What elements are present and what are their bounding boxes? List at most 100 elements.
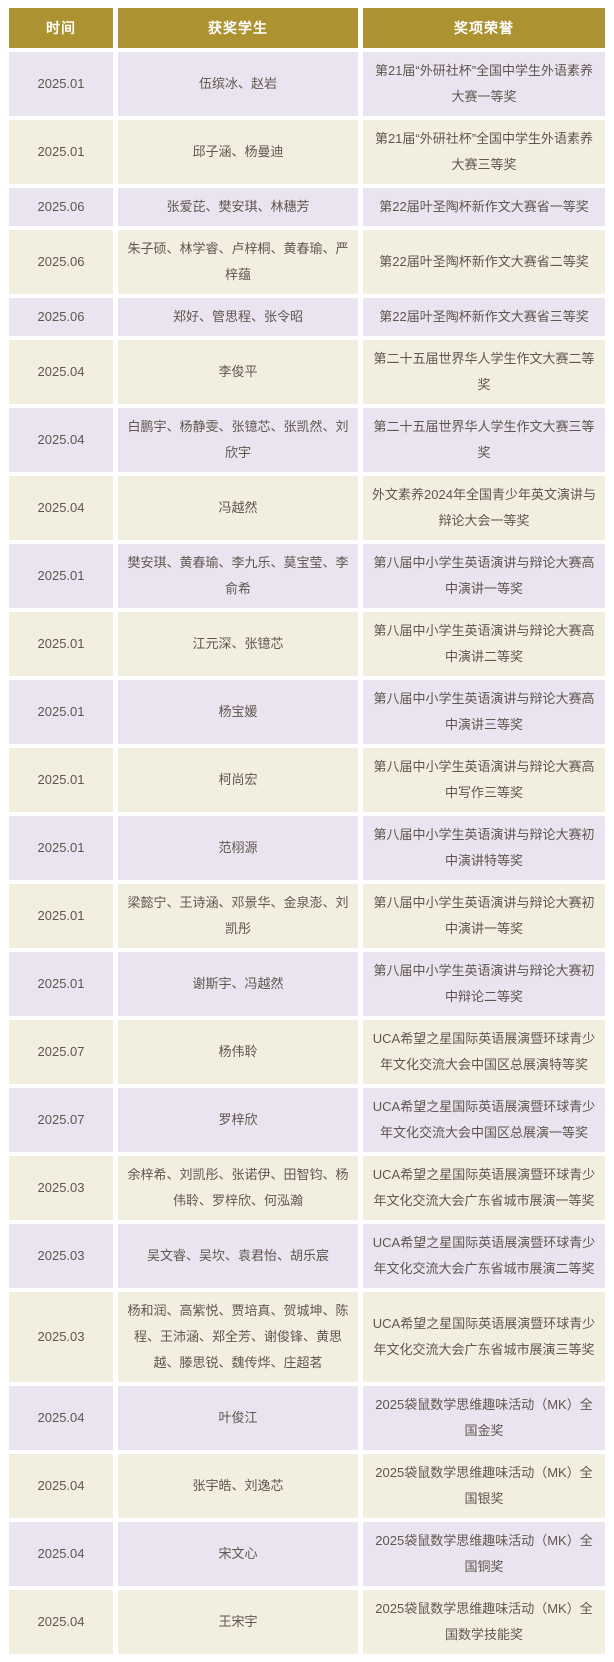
award-cell: 第八届中小学生英语演讲与辩论大赛初中辩论二等奖 bbox=[363, 952, 605, 1016]
table-row: 2025.01 梁懿宁、王诗涵、邓景华、金泉澎、刘凯彤 第八届中小学生英语演讲与辩论… bbox=[9, 884, 605, 948]
students-cell: 叶俊江 bbox=[118, 1386, 358, 1450]
award-cell: 第八届中小学生英语演讲与辩论大赛初中演讲特等奖 bbox=[363, 816, 605, 880]
students-cell: 郑好、管思程、张令昭 bbox=[118, 298, 358, 336]
table-row: 2025.01 樊安琪、黄春瑜、李九乐、莫宝莹、李俞希 第八届中小学生英语演讲与辩论… bbox=[9, 544, 605, 608]
award-cell: 第八届中小学生英语演讲与辩论大赛初中演讲一等奖 bbox=[363, 884, 605, 948]
students-cell: 白鹏宇、杨静雯、张镱芯、张凯然、刘欣宇 bbox=[118, 408, 358, 472]
date-cell: 2025.06 bbox=[9, 230, 113, 294]
awards-table-body: 2025.01 伍缤冰、赵岩 第21届“外研社杯”全国中学生外语素养大赛一等奖 202… bbox=[9, 52, 605, 1654]
award-cell: UCA希望之星国际英语展演暨环球青少年文化交流大会广东省城市展演三等奖 bbox=[363, 1292, 605, 1382]
award-cell: 第21届“外研社杯”全国中学生外语素养大赛一等奖 bbox=[363, 52, 605, 116]
award-cell: 第二十五届世界华人学生作文大赛二等奖 bbox=[363, 340, 605, 404]
students-cell: 江元深、张镱芯 bbox=[118, 612, 358, 676]
table-row: 2025.03 余梓希、刘凯彤、张诺伊、田智钧、杨伟聆、罗梓欣、何泓瀚 UCA希望之… bbox=[9, 1156, 605, 1220]
table-row: 2025.01 杨宝媛 第八届中小学生英语演讲与辩论大赛高中演讲三等奖 bbox=[9, 680, 605, 744]
table-row: 2025.06 张爱芘、樊安琪、林穗芳 第22届叶圣陶杯新作文大赛省一等奖 bbox=[9, 188, 605, 226]
students-cell: 罗梓欣 bbox=[118, 1088, 358, 1152]
award-cell: 第22届叶圣陶杯新作文大赛省三等奖 bbox=[363, 298, 605, 336]
award-cell: 第八届中小学生英语演讲与辩论大赛高中演讲一等奖 bbox=[363, 544, 605, 608]
students-cell: 王宋宇 bbox=[118, 1590, 358, 1654]
date-cell: 2025.06 bbox=[9, 298, 113, 336]
students-cell: 张爱芘、樊安琪、林穗芳 bbox=[118, 188, 358, 226]
award-cell: 第二十五届世界华人学生作文大赛三等奖 bbox=[363, 408, 605, 472]
date-cell: 2025.03 bbox=[9, 1292, 113, 1382]
students-cell: 谢斯宇、冯越然 bbox=[118, 952, 358, 1016]
date-cell: 2025.01 bbox=[9, 120, 113, 184]
table-row: 2025.06 郑好、管思程、张令昭 第22届叶圣陶杯新作文大赛省三等奖 bbox=[9, 298, 605, 336]
date-cell: 2025.03 bbox=[9, 1224, 113, 1288]
students-cell: 李俊平 bbox=[118, 340, 358, 404]
date-cell: 2025.01 bbox=[9, 748, 113, 812]
date-cell: 2025.04 bbox=[9, 1590, 113, 1654]
date-cell: 2025.04 bbox=[9, 408, 113, 472]
students-cell: 梁懿宁、王诗涵、邓景华、金泉澎、刘凯彤 bbox=[118, 884, 358, 948]
date-cell: 2025.01 bbox=[9, 816, 113, 880]
date-cell: 2025.01 bbox=[9, 612, 113, 676]
table-row: 2025.01 范栩源 第八届中小学生英语演讲与辩论大赛初中演讲特等奖 bbox=[9, 816, 605, 880]
students-cell: 杨伟聆 bbox=[118, 1020, 358, 1084]
table-row: 2025.07 杨伟聆 UCA希望之星国际英语展演暨环球青少年文化交流大会中国区总展… bbox=[9, 1020, 605, 1084]
table-row: 2025.04 王宋宇 2025袋鼠数学思维趣味活动（MK）全国数学技能奖 bbox=[9, 1590, 605, 1654]
date-cell: 2025.03 bbox=[9, 1156, 113, 1220]
table-row: 2025.03 吴文睿、吴坎、袁君怡、胡乐宸 UCA希望之星国际英语展演暨环球青少年… bbox=[9, 1224, 605, 1288]
award-cell: 第八届中小学生英语演讲与辩论大赛高中写作三等奖 bbox=[363, 748, 605, 812]
students-cell: 朱子硕、林学睿、卢梓桐、黄春瑜、严梓蕴 bbox=[118, 230, 358, 294]
students-cell: 张宇皓、刘逸芯 bbox=[118, 1454, 358, 1518]
table-row: 2025.01 邱子涵、杨曼迪 第21届“外研社杯”全国中学生外语素养大赛三等奖 bbox=[9, 120, 605, 184]
date-cell: 2025.07 bbox=[9, 1088, 113, 1152]
students-cell: 邱子涵、杨曼迪 bbox=[118, 120, 358, 184]
table-row: 2025.04 李俊平 第二十五届世界华人学生作文大赛二等奖 bbox=[9, 340, 605, 404]
header-awards: 奖项荣誉 bbox=[363, 8, 605, 48]
table-row: 2025.07 罗梓欣 UCA希望之星国际英语展演暨环球青少年文化交流大会中国区总展… bbox=[9, 1088, 605, 1152]
students-cell: 柯尚宏 bbox=[118, 748, 358, 812]
awards-table: 时间 获奖学生 奖项荣誉 2025.01 伍缤冰、赵岩 第21届“外研社杯”全国中学… bbox=[4, 4, 610, 1658]
date-cell: 2025.07 bbox=[9, 1020, 113, 1084]
date-cell: 2025.06 bbox=[9, 188, 113, 226]
table-row: 2025.04 宋文心 2025袋鼠数学思维趣味活动（MK）全国铜奖 bbox=[9, 1522, 605, 1586]
students-cell: 杨和润、高紫悦、贾培真、贺城坤、陈程、王沛涵、郑全芳、谢俊锋、黄思越、滕思锐、魏… bbox=[118, 1292, 358, 1382]
award-cell: 第八届中小学生英语演讲与辩论大赛高中演讲三等奖 bbox=[363, 680, 605, 744]
students-cell: 冯越然 bbox=[118, 476, 358, 540]
students-cell: 吴文睿、吴坎、袁君怡、胡乐宸 bbox=[118, 1224, 358, 1288]
table-row: 2025.01 柯尚宏 第八届中小学生英语演讲与辩论大赛高中写作三等奖 bbox=[9, 748, 605, 812]
date-cell: 2025.04 bbox=[9, 1386, 113, 1450]
table-row: 2025.04 叶俊江 2025袋鼠数学思维趣味活动（MK）全国金奖 bbox=[9, 1386, 605, 1450]
students-cell: 伍缤冰、赵岩 bbox=[118, 52, 358, 116]
date-cell: 2025.04 bbox=[9, 476, 113, 540]
table-header-row: 时间 获奖学生 奖项荣誉 bbox=[9, 8, 605, 48]
award-cell: UCA希望之星国际英语展演暨环球青少年文化交流大会广东省城市展演二等奖 bbox=[363, 1224, 605, 1288]
students-cell: 范栩源 bbox=[118, 816, 358, 880]
award-cell: 2025袋鼠数学思维趣味活动（MK）全国数学技能奖 bbox=[363, 1590, 605, 1654]
award-cell: 2025袋鼠数学思维趣味活动（MK）全国金奖 bbox=[363, 1386, 605, 1450]
header-time: 时间 bbox=[9, 8, 113, 48]
students-cell: 宋文心 bbox=[118, 1522, 358, 1586]
table-row: 2025.01 江元深、张镱芯 第八届中小学生英语演讲与辩论大赛高中演讲二等奖 bbox=[9, 612, 605, 676]
award-cell: 第22届叶圣陶杯新作文大赛省二等奖 bbox=[363, 230, 605, 294]
date-cell: 2025.01 bbox=[9, 680, 113, 744]
date-cell: 2025.04 bbox=[9, 1454, 113, 1518]
date-cell: 2025.01 bbox=[9, 884, 113, 948]
table-row: 2025.01 谢斯宇、冯越然 第八届中小学生英语演讲与辩论大赛初中辩论二等奖 bbox=[9, 952, 605, 1016]
students-cell: 杨宝媛 bbox=[118, 680, 358, 744]
header-students: 获奖学生 bbox=[118, 8, 358, 48]
date-cell: 2025.01 bbox=[9, 544, 113, 608]
award-cell: 外文素养2024年全国青少年英文演讲与辩论大会一等奖 bbox=[363, 476, 605, 540]
table-row: 2025.04 白鹏宇、杨静雯、张镱芯、张凯然、刘欣宇 第二十五届世界华人学生作文大… bbox=[9, 408, 605, 472]
award-cell: 第22届叶圣陶杯新作文大赛省一等奖 bbox=[363, 188, 605, 226]
award-cell: UCA希望之星国际英语展演暨环球青少年文化交流大会中国区总展演特等奖 bbox=[363, 1020, 605, 1084]
award-cell: 第21届“外研社杯”全国中学生外语素养大赛三等奖 bbox=[363, 120, 605, 184]
students-cell: 余梓希、刘凯彤、张诺伊、田智钧、杨伟聆、罗梓欣、何泓瀚 bbox=[118, 1156, 358, 1220]
table-row: 2025.03 杨和润、高紫悦、贾培真、贺城坤、陈程、王沛涵、郑全芳、谢俊锋、黄思… bbox=[9, 1292, 605, 1382]
award-cell: UCA希望之星国际英语展演暨环球青少年文化交流大会中国区总展演一等奖 bbox=[363, 1088, 605, 1152]
award-cell: UCA希望之星国际英语展演暨环球青少年文化交流大会广东省城市展演一等奖 bbox=[363, 1156, 605, 1220]
date-cell: 2025.04 bbox=[9, 340, 113, 404]
table-row: 2025.04 冯越然 外文素养2024年全国青少年英文演讲与辩论大会一等奖 bbox=[9, 476, 605, 540]
table-row: 2025.01 伍缤冰、赵岩 第21届“外研社杯”全国中学生外语素养大赛一等奖 bbox=[9, 52, 605, 116]
date-cell: 2025.04 bbox=[9, 1522, 113, 1586]
students-cell: 樊安琪、黄春瑜、李九乐、莫宝莹、李俞希 bbox=[118, 544, 358, 608]
date-cell: 2025.01 bbox=[9, 52, 113, 116]
table-row: 2025.06 朱子硕、林学睿、卢梓桐、黄春瑜、严梓蕴 第22届叶圣陶杯新作文大赛省… bbox=[9, 230, 605, 294]
award-cell: 第八届中小学生英语演讲与辩论大赛高中演讲二等奖 bbox=[363, 612, 605, 676]
date-cell: 2025.01 bbox=[9, 952, 113, 1016]
